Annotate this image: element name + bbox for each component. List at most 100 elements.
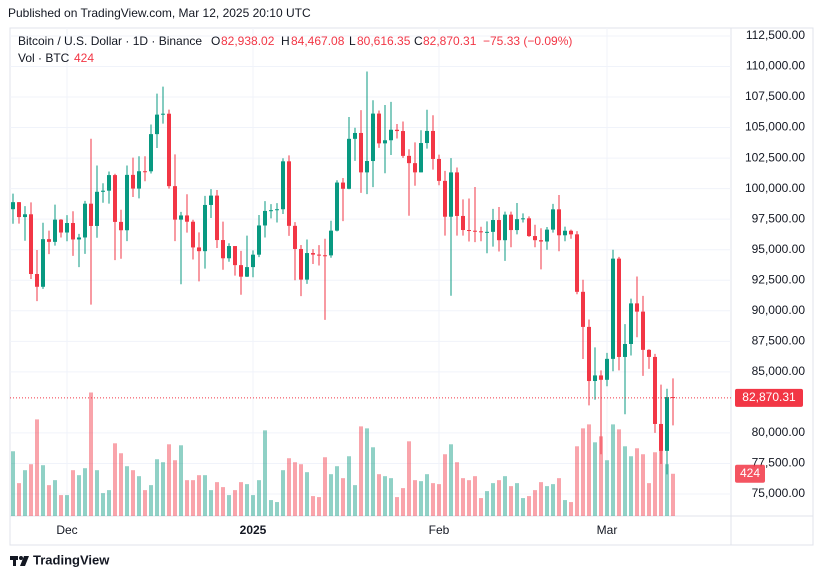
candle-body — [17, 202, 21, 218]
candle-body — [71, 223, 75, 240]
volume-bar — [263, 430, 267, 516]
candle-body — [395, 129, 399, 132]
candle-body — [269, 210, 273, 212]
volume-bar — [173, 460, 177, 516]
volume-bar — [425, 474, 429, 516]
candle-body — [335, 182, 339, 231]
chart-frame — [9, 27, 814, 546]
volume-bar — [533, 490, 537, 516]
x-tick-label: 2025 — [240, 523, 267, 537]
y-tick-label: 95,000.00 — [752, 242, 806, 256]
volume-bar — [107, 490, 111, 516]
candle-body — [461, 215, 465, 231]
candle-body — [239, 265, 243, 277]
volume-bar — [101, 493, 105, 516]
candle-body — [353, 132, 357, 139]
volume-bar — [95, 470, 99, 516]
volume-bar — [59, 495, 63, 516]
candle-body — [227, 246, 231, 259]
candle-body — [653, 356, 657, 424]
y-tick-label: 87,500.00 — [752, 333, 806, 347]
candle-body — [347, 138, 351, 189]
volume-bar — [359, 426, 363, 516]
volume-bar — [419, 481, 423, 516]
candle-body — [131, 174, 135, 189]
volume-bar — [197, 475, 201, 516]
candle-body — [41, 239, 45, 287]
candle-body — [287, 161, 291, 226]
volume-bar — [623, 446, 627, 516]
candle-body — [617, 258, 621, 357]
y-tick-label: 100,000.00 — [745, 181, 805, 195]
candle-body — [59, 219, 63, 233]
volume-bar — [395, 497, 399, 516]
candle-body — [557, 209, 561, 236]
candle-body — [509, 214, 513, 231]
volume-bar — [431, 483, 435, 516]
candle-body — [425, 130, 429, 144]
candle-body — [47, 239, 51, 242]
volume-bar — [383, 476, 387, 516]
candle-body — [575, 234, 579, 292]
candle-body — [263, 210, 267, 226]
candle-body — [257, 225, 261, 255]
candle-body — [431, 130, 435, 159]
y-tick-label: 80,000.00 — [752, 425, 806, 439]
candle-body — [35, 274, 39, 287]
candle-body — [641, 311, 645, 350]
volume-bar — [47, 485, 51, 516]
candle-body — [497, 220, 501, 241]
candle-body — [383, 140, 387, 144]
y-tick-label: 77,500.00 — [752, 456, 806, 470]
volume-bar — [659, 428, 663, 516]
y-tick-label: 90,000.00 — [752, 303, 806, 317]
volume-bar — [461, 478, 465, 516]
candle-body — [11, 202, 15, 210]
volume-bar — [545, 486, 549, 516]
volume-bar — [467, 480, 471, 516]
candle-body — [185, 215, 189, 222]
volume-bar — [497, 480, 501, 516]
candle-body — [491, 220, 495, 232]
candle-body — [635, 303, 639, 312]
volume-bar — [251, 495, 255, 516]
candle-body — [665, 397, 669, 451]
volume-bar — [335, 466, 339, 516]
candle-body — [155, 114, 159, 135]
volume-bar — [401, 488, 405, 516]
volume-bar — [527, 496, 531, 516]
candle-body — [167, 113, 171, 187]
candle-body — [545, 229, 549, 242]
volume-bar — [215, 482, 219, 516]
candle-body — [341, 182, 345, 189]
candle-body — [623, 343, 627, 357]
volume-bar — [413, 480, 417, 516]
volume-bar — [311, 496, 315, 516]
volume-bar — [227, 495, 231, 516]
y-tick-label: 110,000.00 — [746, 59, 805, 73]
candle-body — [563, 230, 567, 236]
candle-body — [173, 186, 177, 220]
volume-bar — [179, 445, 183, 516]
candle-body — [605, 358, 609, 380]
candle-body — [599, 375, 603, 380]
brand-name: TradingView — [33, 552, 110, 567]
volume-bar — [23, 470, 27, 516]
volume-bar — [605, 460, 609, 516]
volume-bar — [665, 464, 669, 516]
volume-bar — [521, 498, 525, 516]
volume-bar — [233, 490, 237, 516]
volume-bar — [347, 456, 351, 516]
brand-logo — [10, 556, 29, 566]
candle-body — [485, 231, 489, 233]
candle-body — [95, 191, 99, 226]
volume-bar — [77, 475, 81, 516]
candle-body — [389, 129, 393, 141]
volume-bar — [437, 484, 441, 516]
candle-body — [479, 231, 483, 233]
volume-title: Vol · BTC — [18, 51, 70, 65]
candle-body — [533, 236, 537, 241]
candle-body — [197, 247, 201, 252]
candle-body — [323, 255, 327, 257]
candle-body — [275, 209, 279, 211]
